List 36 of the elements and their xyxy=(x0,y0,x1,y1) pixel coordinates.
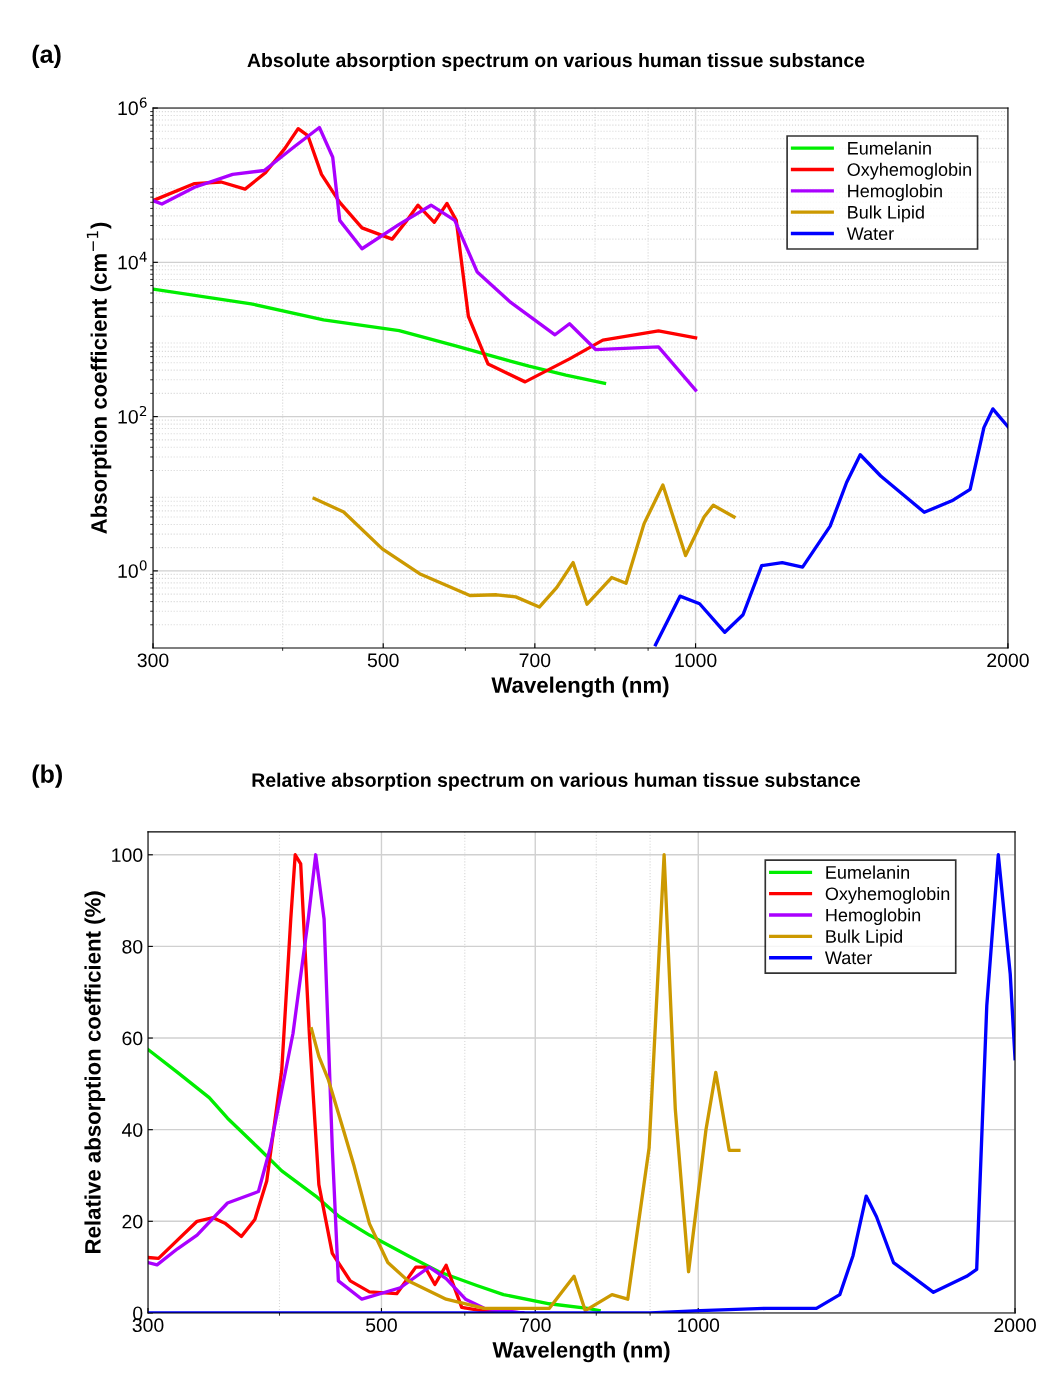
text: (b) xyxy=(32,764,62,788)
y-tick-label: 10$^{2}$ xyxy=(118,405,147,424)
y-tick-label: 40 xyxy=(121,1123,143,1137)
x-axis-title: Wavelength (nm) xyxy=(492,1341,670,1363)
x-tick-label: 1000 xyxy=(675,653,717,668)
legend-label: Oxyhemoglobin xyxy=(847,162,971,180)
x-tick-label: 2000 xyxy=(994,1318,1036,1333)
y-tick-label: 80 xyxy=(122,939,143,954)
x-axis-title: Wavelength (nm) xyxy=(491,676,669,698)
y-axis-title: Relative absorption coefficient (%) xyxy=(84,891,106,1254)
x-tick-label: 1000 xyxy=(678,1318,720,1333)
y-tick-label: 60 xyxy=(122,1031,143,1046)
y-tick-label: 10$^{6}$ xyxy=(118,97,147,116)
legend-label: Eumelanin xyxy=(848,141,931,155)
legend-label: Water xyxy=(824,951,873,965)
x-tick-label: 500 xyxy=(366,1318,397,1333)
text: (a) xyxy=(32,44,61,69)
y-tick-label: 100 xyxy=(112,848,143,863)
chart-title: Absolute absorption spectrum on various human tissue substance xyxy=(247,52,865,72)
legend-label: Bulk Lipid xyxy=(848,205,924,223)
y-tick-label: 10$^{0}$ xyxy=(118,560,147,578)
y-tick-label: 20 xyxy=(122,1214,143,1229)
y-tick-label: 10$^{4}$ xyxy=(118,251,147,270)
x-tick-label: 2000 xyxy=(987,653,1029,668)
x-tick-label: 700 xyxy=(520,1318,551,1333)
legend-label: Hemoglobin xyxy=(826,908,921,926)
x-tick-label: 700 xyxy=(519,653,551,668)
y-axis-title: Absorption coefficient (cm$^{−1}$) xyxy=(86,222,112,534)
x-tick-label: 300 xyxy=(137,653,169,668)
chart-title: Relative absorption spectrum on various human tissue substance xyxy=(252,772,860,791)
legend-label: Bulk Lipid xyxy=(826,929,902,947)
x-tick-label: 500 xyxy=(367,653,399,668)
legend-label: Eumelanin xyxy=(826,865,910,879)
legend-label: Water xyxy=(846,227,894,241)
legend-label: Oxyhemoglobin xyxy=(825,886,950,904)
legend-label: Hemoglobin xyxy=(848,184,942,201)
